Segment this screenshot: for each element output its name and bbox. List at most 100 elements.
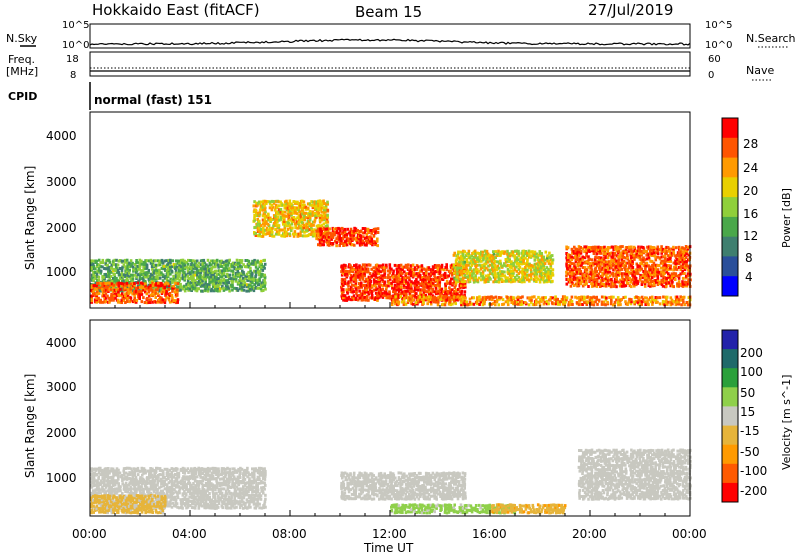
power-cell	[329, 235, 333, 239]
power-cell	[174, 269, 178, 273]
power-cell	[370, 231, 373, 235]
power-cell	[360, 243, 364, 247]
power-cell	[474, 264, 477, 267]
power-cell	[393, 286, 397, 290]
power-cell	[539, 260, 542, 264]
power-cell	[528, 298, 532, 302]
power-cell	[175, 265, 179, 269]
power-cell	[190, 259, 193, 263]
power-cell	[370, 239, 374, 243]
power-cell	[110, 265, 113, 269]
power-cell	[549, 262, 553, 266]
power-cell	[444, 284, 447, 288]
power-cell	[245, 259, 249, 262]
power-cell	[278, 212, 281, 216]
velocity-cell	[102, 480, 106, 483]
power-cell	[114, 296, 117, 300]
power-cell	[151, 267, 154, 271]
power-cell	[183, 259, 186, 263]
power-cell	[232, 277, 236, 281]
power-cell	[437, 300, 440, 304]
power-cell	[188, 271, 192, 275]
power-cell	[174, 267, 177, 271]
power-cell	[418, 295, 422, 299]
power-cell	[235, 273, 238, 277]
power-cell	[339, 229, 342, 233]
power-cell	[311, 212, 315, 216]
power-cell	[358, 296, 362, 300]
power-cell	[528, 273, 531, 277]
power-cell	[289, 210, 292, 214]
power-cell	[535, 268, 538, 272]
power-cell	[517, 272, 521, 276]
power-cell	[288, 223, 292, 227]
power-cell	[117, 259, 121, 263]
power-cell	[312, 229, 315, 233]
power-cell	[322, 214, 326, 217]
power-cell	[522, 272, 525, 276]
power-cell	[215, 275, 218, 279]
power-cell	[236, 261, 240, 265]
power-cell	[158, 276, 162, 280]
power-cell	[103, 289, 106, 293]
power-cell	[510, 298, 513, 302]
power-cell	[542, 275, 545, 279]
power-cell	[404, 265, 408, 269]
power-cell	[320, 238, 324, 241]
power-cell	[140, 277, 143, 281]
power-cell	[406, 276, 409, 280]
power-cell	[128, 265, 132, 269]
power-cell	[276, 220, 279, 224]
power-cell	[444, 290, 447, 294]
power-cell	[583, 301, 586, 305]
power-cell	[456, 268, 459, 272]
power-cell	[479, 256, 482, 260]
power-cell	[201, 281, 204, 285]
power-cell	[408, 298, 411, 302]
power-cell	[359, 235, 363, 238]
power-cell	[512, 301, 515, 304]
power-cell	[258, 219, 261, 223]
power-cell	[471, 296, 474, 300]
power-cell	[510, 260, 513, 264]
power-cell	[95, 292, 99, 296]
power-cell	[468, 297, 472, 301]
power-cell	[367, 298, 370, 302]
power-cell	[169, 272, 172, 276]
power-cell	[570, 295, 574, 299]
power-cell	[415, 277, 418, 281]
power-cell	[531, 303, 535, 307]
power-cell	[517, 302, 520, 306]
power-cell	[386, 276, 390, 280]
power-cell	[385, 263, 388, 267]
power-cell	[164, 288, 167, 292]
power-cell	[432, 300, 436, 304]
power-cell	[274, 206, 277, 210]
power-cell	[683, 272, 686, 275]
power-cell	[409, 264, 413, 268]
power-cell	[656, 252, 660, 256]
power-cell	[139, 261, 142, 265]
power-cell	[383, 275, 387, 279]
power-cell	[251, 271, 254, 275]
power-cell	[172, 284, 175, 288]
power-cell	[531, 250, 534, 254]
power-cell	[349, 269, 352, 273]
power-cell	[444, 292, 447, 295]
power-cell	[483, 302, 486, 306]
power-cell	[264, 206, 267, 210]
power-cell	[137, 279, 140, 283]
power-cell	[478, 269, 481, 273]
power-cell	[353, 237, 356, 241]
power-cell	[408, 288, 412, 292]
power-cell	[465, 263, 468, 267]
power-cell	[183, 265, 187, 269]
power-cell	[427, 282, 431, 286]
power-cell	[527, 296, 531, 300]
power-cell	[369, 290, 372, 294]
power-cell	[406, 296, 410, 300]
power-cell	[405, 280, 408, 284]
power-cell	[475, 263, 479, 267]
power-cell	[201, 289, 204, 293]
power-cell	[359, 237, 363, 241]
